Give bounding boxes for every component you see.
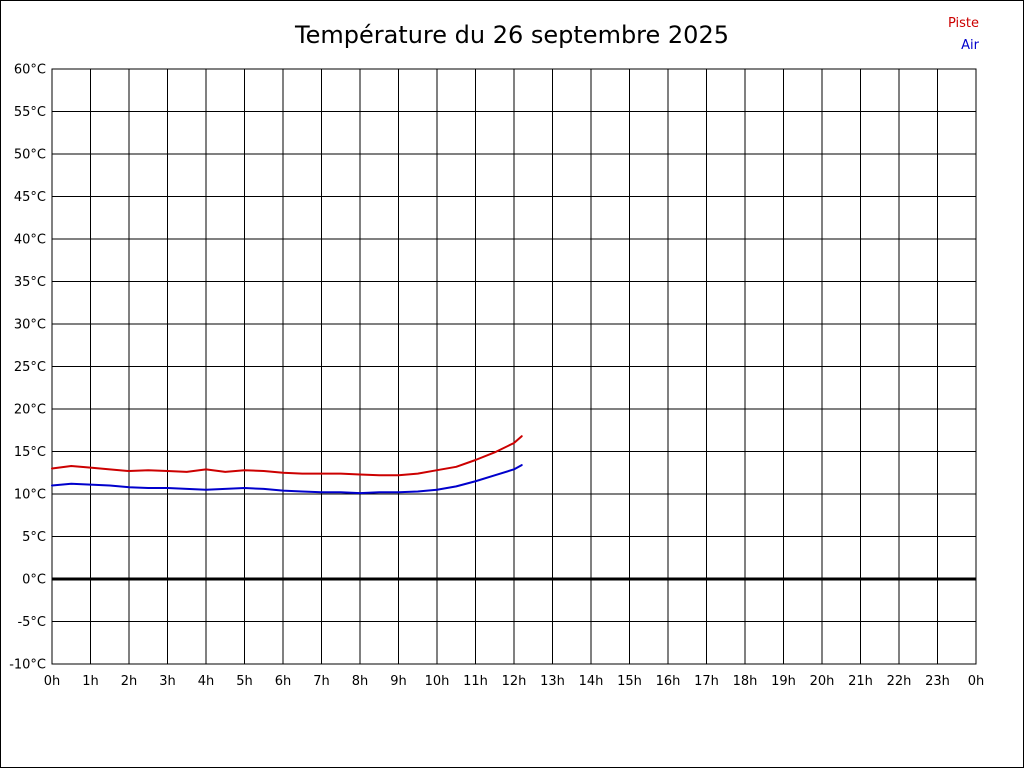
x-tick-label: 9h bbox=[390, 674, 407, 689]
y-tick-label: -5°C bbox=[17, 615, 46, 630]
y-tick-label: -10°C bbox=[9, 658, 46, 673]
x-tick-label: 21h bbox=[848, 674, 873, 689]
y-tick-label: 30°C bbox=[14, 318, 46, 333]
chart-title: Température du 26 septembre 2025 bbox=[294, 21, 729, 49]
series-line-air bbox=[51, 464, 523, 495]
x-tick-label: 10h bbox=[425, 674, 450, 689]
series-line-piste bbox=[51, 435, 523, 477]
y-tick-label: 15°C bbox=[14, 445, 46, 460]
y-tick-label: 60°C bbox=[14, 63, 46, 78]
y-tick-label: 10°C bbox=[14, 488, 46, 503]
y-tick-label: 0°C bbox=[22, 573, 46, 588]
x-tick-label: 16h bbox=[656, 674, 681, 689]
x-tick-label: 4h bbox=[198, 674, 215, 689]
x-tick-label: 22h bbox=[887, 674, 912, 689]
legend-item-piste: Piste bbox=[947, 16, 979, 31]
chart-legend: Piste Air bbox=[948, 13, 979, 57]
x-tick-label: 6h bbox=[275, 674, 292, 689]
x-tick-label: 7h bbox=[313, 674, 330, 689]
x-tick-label: 5h bbox=[236, 674, 253, 689]
x-tick-label: 0h bbox=[44, 674, 61, 689]
legend-item-air: Air bbox=[961, 38, 979, 53]
plot-border bbox=[51, 68, 977, 665]
y-tick-label: 45°C bbox=[14, 190, 46, 205]
x-tick-label: 11h bbox=[463, 674, 488, 689]
y-tick-label: 25°C bbox=[14, 360, 46, 375]
x-tick-label: 1h bbox=[82, 674, 99, 689]
x-tick-label: 2h bbox=[121, 674, 138, 689]
x-tick-label: 23h bbox=[925, 674, 950, 689]
x-tick-label: 3h bbox=[159, 674, 176, 689]
x-tick-label: 19h bbox=[771, 674, 796, 689]
y-tick-label: 50°C bbox=[14, 148, 46, 163]
y-tick-label: 5°C bbox=[22, 530, 46, 545]
y-tick-label: 20°C bbox=[14, 403, 46, 418]
x-tick-label: 15h bbox=[617, 674, 642, 689]
y-tick-label: 35°C bbox=[14, 275, 46, 290]
x-tick-label: 8h bbox=[352, 674, 369, 689]
x-tick-label: 17h bbox=[694, 674, 719, 689]
x-tick-label: 0h bbox=[968, 674, 985, 689]
x-tick-label: 14h bbox=[579, 674, 604, 689]
x-tick-label: 20h bbox=[810, 674, 835, 689]
y-tick-label: 55°C bbox=[14, 105, 46, 120]
x-tick-label: 12h bbox=[502, 674, 527, 689]
y-tick-label: 40°C bbox=[14, 233, 46, 248]
x-tick-label: 18h bbox=[733, 674, 758, 689]
x-tick-label: 13h bbox=[540, 674, 565, 689]
